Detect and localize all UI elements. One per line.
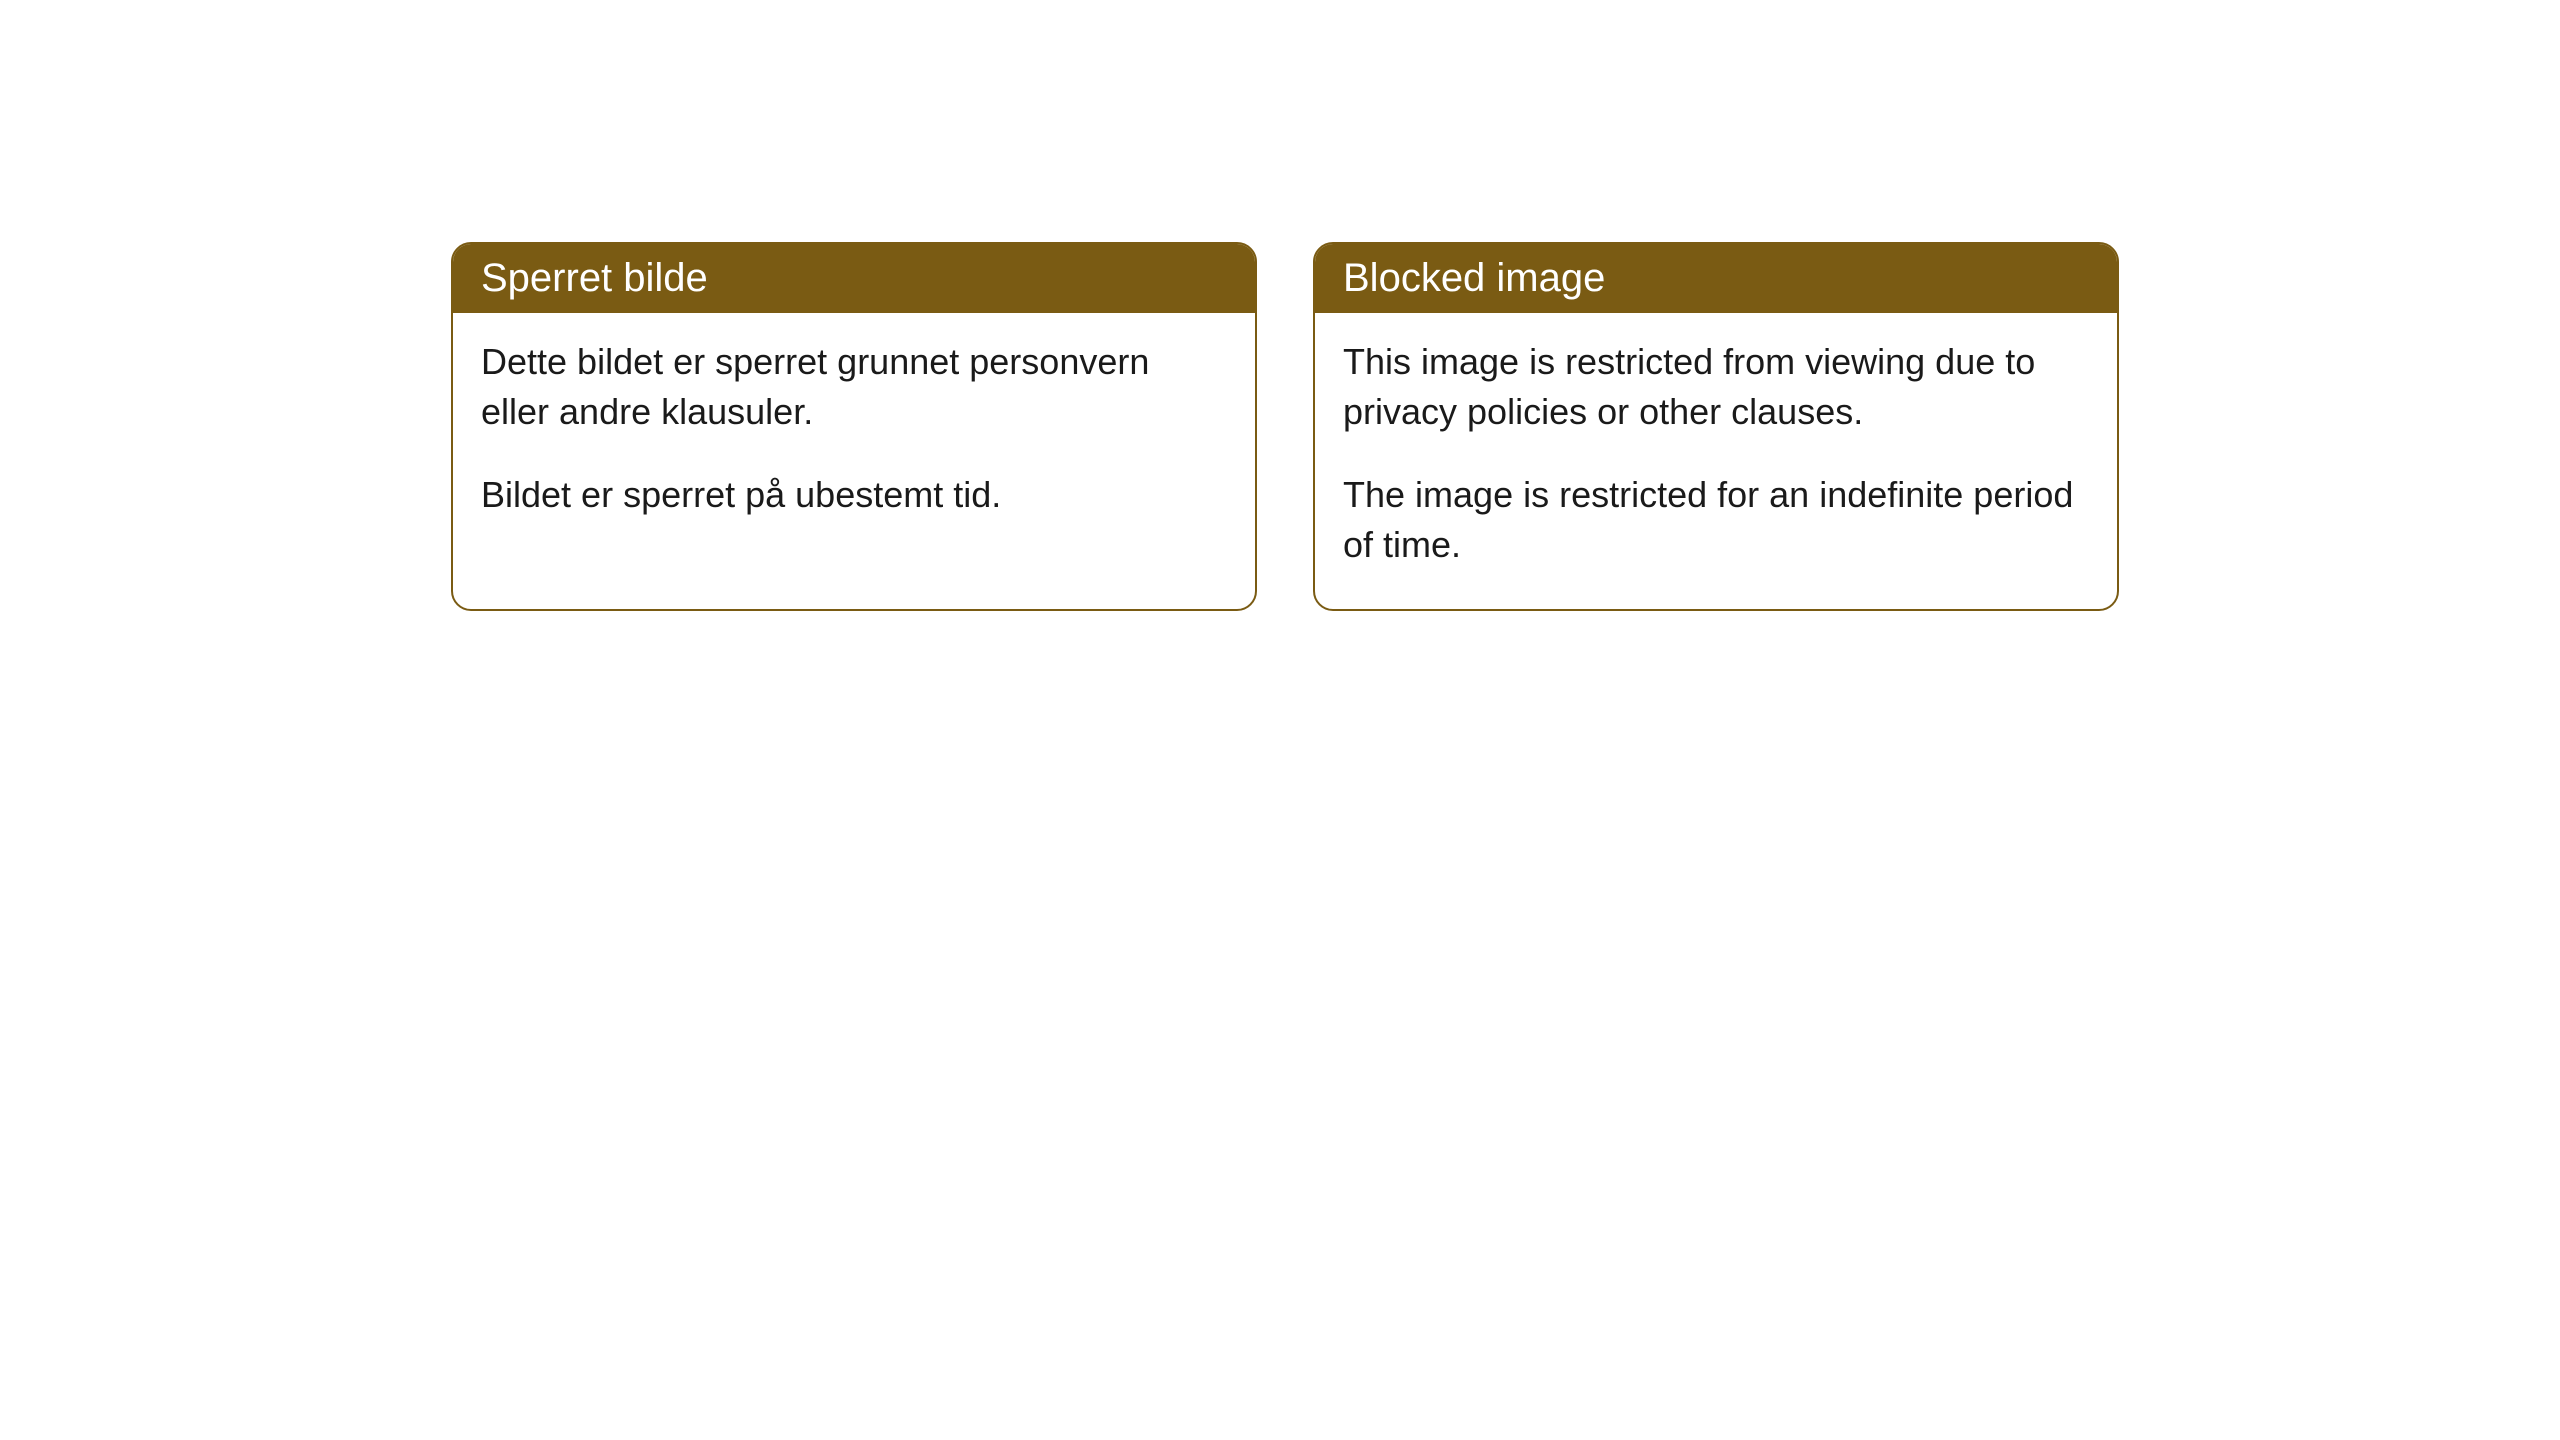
card-title-norwegian: Sperret bilde — [481, 256, 708, 300]
card-title-english: Blocked image — [1343, 256, 1605, 300]
blocked-image-card-english: Blocked image This image is restricted f… — [1313, 242, 2119, 611]
card-paragraph-2-english: The image is restricted for an indefinit… — [1343, 470, 2089, 571]
card-paragraph-2-norwegian: Bildet er sperret på ubestemt tid. — [481, 470, 1227, 520]
card-paragraph-1-norwegian: Dette bildet er sperret grunnet personve… — [481, 337, 1227, 438]
card-paragraph-1-english: This image is restricted from viewing du… — [1343, 337, 2089, 438]
notice-cards-container: Sperret bilde Dette bildet er sperret gr… — [0, 0, 2560, 611]
card-body-norwegian: Dette bildet er sperret grunnet personve… — [453, 313, 1255, 558]
card-header-english: Blocked image — [1315, 244, 2117, 313]
card-header-norwegian: Sperret bilde — [453, 244, 1255, 313]
card-body-english: This image is restricted from viewing du… — [1315, 313, 2117, 609]
blocked-image-card-norwegian: Sperret bilde Dette bildet er sperret gr… — [451, 242, 1257, 611]
